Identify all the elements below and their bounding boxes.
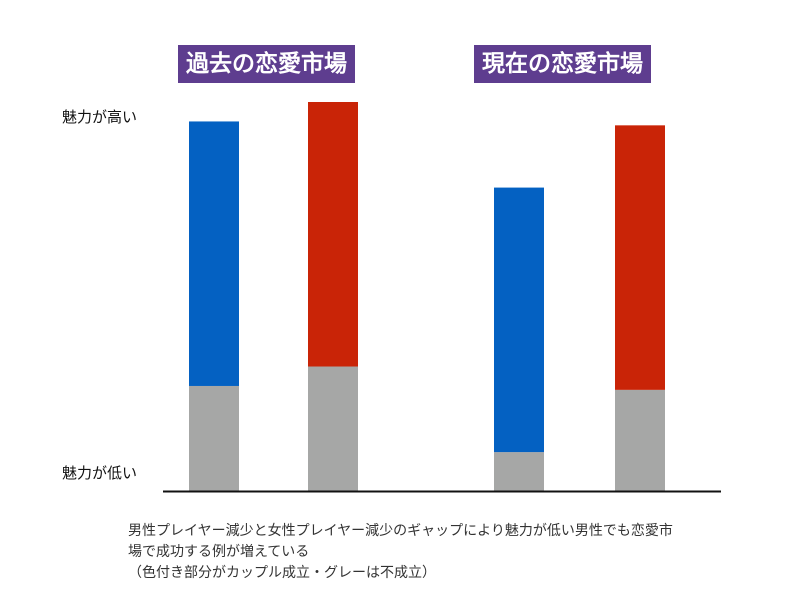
y-axis-high-label: 魅力が高い <box>62 108 138 126</box>
y-axis-low-label: 魅力が低い <box>62 464 138 482</box>
bar-matched-segment <box>308 102 358 367</box>
bar-unmatched-segment <box>308 366 358 491</box>
past-market-title: 過去の恋愛市場 <box>178 45 355 83</box>
bar-unmatched-segment <box>189 385 239 491</box>
caption-line-3: （色付き部分がカップル成立・グレーは不成立） <box>128 565 436 581</box>
bar-matched-segment <box>615 125 665 390</box>
present-market-title: 現在の恋愛市場 <box>474 45 651 83</box>
bar-matched-segment <box>494 187 544 453</box>
caption-line-2: 場で成功する例が増えている <box>128 544 310 560</box>
chart-caption: 男性プレイヤー減少と女性プレイヤー減少のギャップにより魅力が低い男性でも恋愛市 … <box>128 521 688 584</box>
bar-unmatched-segment <box>615 389 665 491</box>
caption-line-1: 男性プレイヤー減少と女性プレイヤー減少のギャップにより魅力が低い男性でも恋愛市 <box>128 523 673 539</box>
bar-matched-segment <box>189 121 239 386</box>
bar-unmatched-segment <box>494 452 544 491</box>
